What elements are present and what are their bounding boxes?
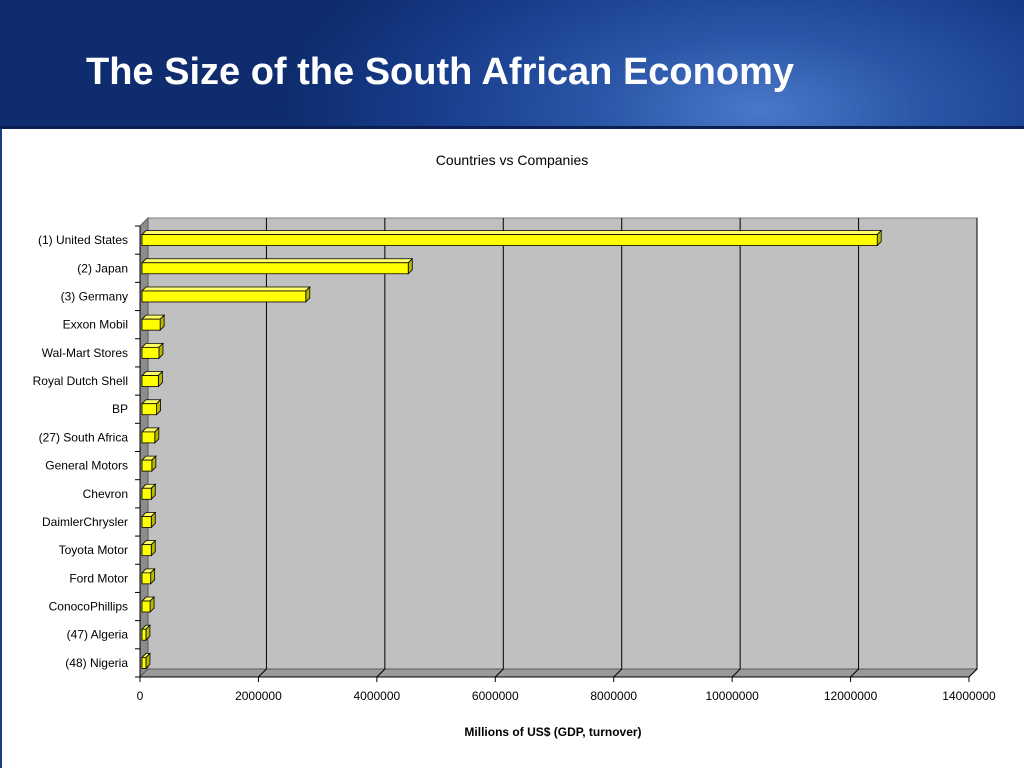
bar-front: [141, 375, 159, 387]
bar: [141, 511, 157, 529]
y-tick-label: General Motors: [45, 459, 128, 473]
chart-title: Countries vs Companies: [436, 152, 589, 168]
y-tick-label: (1) United States: [38, 233, 128, 247]
y-tick-label: (48) Nigeria: [65, 656, 128, 670]
bar-front: [141, 657, 147, 669]
bar-chart: (1) United States (2) Japan (3) Germany Exx…: [33, 152, 996, 739]
bar-front: [141, 487, 152, 500]
x-tick-label: 8000000: [590, 689, 637, 703]
gridline: [850, 218, 860, 678]
plot-back-wall: [147, 217, 978, 670]
bar-front: [141, 544, 152, 557]
bar: [141, 624, 151, 642]
bar: [141, 229, 883, 247]
bar-front: [141, 431, 156, 444]
y-tick-labels: (1) United States (2) Japan (3) Germany Exx…: [33, 233, 129, 670]
x-tick-label: 10000000: [705, 689, 759, 703]
y-tick-label: Exxon Mobil: [63, 318, 128, 332]
bar-front: [141, 628, 147, 641]
y-tick-label: (27) South Africa: [39, 430, 129, 444]
bar: [141, 483, 157, 501]
bar: [141, 370, 164, 388]
y-tick-label: DaimlerChrysler: [42, 515, 128, 529]
bar: [141, 455, 157, 473]
gridline: [494, 218, 504, 678]
bar-top: [141, 230, 883, 235]
bar-front: [141, 290, 307, 303]
bar: [141, 539, 157, 557]
y-tick-label: Ford Motor: [69, 571, 128, 585]
x-axis-title: Millions of US$ (GDP, turnover): [464, 725, 641, 739]
bar-front: [141, 346, 160, 359]
y-tick-label: Royal Dutch Shell: [33, 374, 128, 388]
bar-front: [141, 234, 878, 246]
x-tick-label: 2000000: [235, 689, 282, 703]
bar-front: [141, 318, 161, 331]
gridline: [731, 218, 741, 678]
x-tick-labels: 0 2000000 4000000 6000000 8000000 10000000 120…: [137, 689, 996, 703]
bar: [141, 567, 156, 585]
x-tick-label: 12000000: [824, 689, 878, 703]
y-tick-label: BP: [112, 402, 128, 416]
bar-front: [141, 403, 157, 416]
x-tick-label: 14000000: [942, 689, 996, 703]
bar: [141, 286, 311, 303]
y-tick-label: (2) Japan: [77, 261, 128, 275]
y-tick-label: ConocoPhillips: [49, 600, 128, 614]
y-tick-label: Chevron: [83, 487, 128, 501]
bar-top: [141, 286, 311, 292]
gridline: [968, 218, 978, 678]
bar: [141, 426, 160, 444]
y-tick-label: Wal-Mart Stores: [42, 346, 128, 360]
slide-left-rule: [0, 129, 2, 768]
plot-area: [138, 216, 979, 679]
bar: [141, 314, 166, 332]
bar: [141, 398, 162, 416]
gridline: [376, 218, 386, 678]
bar-front: [141, 600, 151, 613]
bar: [141, 257, 414, 275]
bars: [141, 229, 883, 670]
bar: [141, 652, 151, 670]
y-tick-label: (47) Algeria: [67, 628, 129, 642]
x-tick-label: 6000000: [472, 689, 519, 703]
slide-header: The Size of the South African Economy: [0, 0, 1024, 129]
x-tick-label: 4000000: [353, 689, 400, 703]
bar-front: [141, 262, 409, 275]
bar: [141, 342, 164, 360]
x-tick-label: 0: [137, 689, 144, 703]
gridline: [258, 218, 267, 678]
gridline: [613, 218, 623, 678]
bar-front: [141, 572, 152, 585]
slide-title: The Size of the South African Economy: [86, 51, 794, 93]
bar-top: [141, 258, 414, 264]
bar-front: [141, 459, 153, 472]
y-tick-label: (3) Germany: [61, 289, 128, 303]
gridlines: [258, 218, 978, 678]
bar-front: [141, 516, 152, 528]
y-tick-label: Toyota Motor: [59, 543, 128, 557]
axes: [135, 225, 970, 682]
bar: [141, 596, 156, 613]
